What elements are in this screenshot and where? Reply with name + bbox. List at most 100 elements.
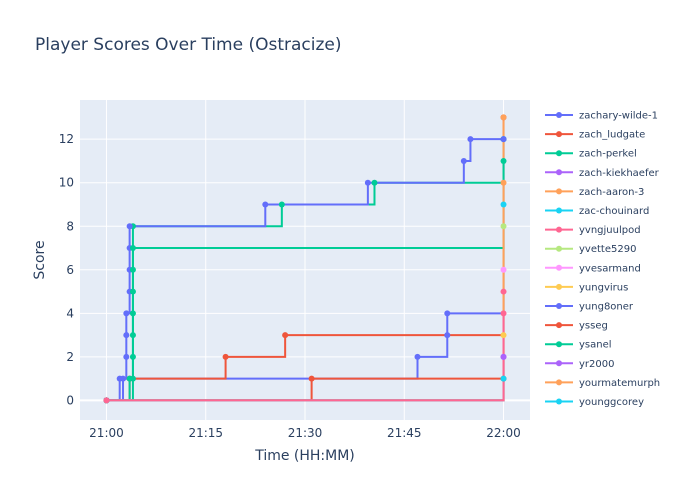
legend-marker <box>556 322 562 329</box>
legend-marker <box>556 188 562 195</box>
legend-item-zach-perkel[interactable]: zach-perkel <box>545 149 637 160</box>
legend-label: zachary-wilde-1 <box>579 111 658 122</box>
series-markers <box>103 114 507 404</box>
data-point-zachary-wilde-1 <box>444 332 451 339</box>
data-point-ysanel <box>129 266 136 273</box>
data-point-yr2000 <box>500 353 507 360</box>
legend-item-zach-kiekhaefer[interactable]: zach-kiekhaefer <box>545 168 660 179</box>
data-point-ysanel <box>129 332 136 339</box>
data-point-younggcorey <box>500 375 507 382</box>
legend[interactable]: zachary-wilde-1 zach_ludgate zach-perkel za… <box>545 111 660 409</box>
data-point-yvette5290 <box>500 223 507 230</box>
data-point-ysseg <box>308 375 315 382</box>
legend-item-yourmatemurph[interactable]: yourmatemurph <box>545 378 660 389</box>
series-line-zachary-wilde-1 <box>106 139 505 402</box>
legend-item-zachary-wilde-1[interactable]: zachary-wilde-1 <box>545 111 658 122</box>
data-point-ysanel <box>129 310 136 317</box>
data-point-yung8oner <box>364 179 371 186</box>
y-tick-label: 4 <box>66 306 74 320</box>
x-tick-label: 21:45 <box>387 426 422 440</box>
data-point-ysanel <box>129 245 136 252</box>
legend-marker <box>556 379 562 386</box>
legend-marker <box>556 226 562 233</box>
data-point-ysanel <box>129 288 136 295</box>
legend-label: ysseg <box>579 321 608 332</box>
data-point-yung8oner <box>467 136 474 143</box>
legend-item-yvesarmand[interactable]: yvesarmand <box>545 263 641 274</box>
legend-marker <box>556 341 562 348</box>
data-point-zachary-wilde-1 <box>414 353 421 360</box>
legend-marker <box>556 264 562 271</box>
data-point-yung8oner <box>262 201 269 208</box>
legend-marker <box>556 303 562 309</box>
legend-item-yvngjuulpod[interactable]: yvngjuulpod <box>545 225 641 236</box>
legend-marker <box>556 283 562 290</box>
data-point-yung8oner <box>120 375 127 382</box>
legend-item-yvette5290[interactable]: yvette5290 <box>545 244 636 255</box>
data-point-yourmatemurph <box>500 179 507 186</box>
data-point-zach-perkel <box>278 201 285 208</box>
legend-label: ysanel <box>579 340 612 351</box>
legend-marker <box>556 169 562 176</box>
y-tick-label: 8 <box>66 219 74 233</box>
legend-label: yungvirus <box>579 282 628 293</box>
chart-title: Player Scores Over Time (Ostracize) <box>35 35 342 55</box>
legend-item-ysanel[interactable]: ysanel <box>545 340 612 351</box>
legend-label: yvesarmand <box>579 263 641 274</box>
data-point-zachary-wilde-1 <box>444 310 451 317</box>
y-tick-label: 10 <box>59 176 74 190</box>
legend-label: zach-kiekhaefer <box>579 168 660 179</box>
data-point-yung8oner <box>460 157 467 164</box>
data-point-zac-chouinard <box>500 201 507 208</box>
data-point-zach_ludgate <box>282 332 289 339</box>
data-point-yungvirus <box>500 332 507 339</box>
data-point-zach_ludgate <box>222 353 229 360</box>
y-tick-label: 2 <box>66 350 74 364</box>
legend-label: yvette5290 <box>579 244 636 255</box>
series-line-ysanel <box>106 160 505 402</box>
data-point-yvesarmand <box>500 266 507 273</box>
legend-label: yourmatemurph <box>579 378 660 389</box>
legend-label: yr2000 <box>579 359 614 370</box>
legend-item-yungvirus[interactable]: yungvirus <box>545 282 628 293</box>
data-point-youngarkofficial <box>103 397 110 404</box>
legend-marker <box>556 360 562 367</box>
legend-item-zach-aaron-3[interactable]: zach-aaron-3 <box>545 187 644 198</box>
legend-item-yr2000[interactable]: yr2000 <box>545 359 614 370</box>
data-point-zach-perkel <box>129 353 136 360</box>
data-point-zach-perkel <box>371 179 378 186</box>
data-point-yung8oner <box>123 353 130 360</box>
data-point-ysanel <box>500 157 507 164</box>
data-point-yvngjuulpod <box>500 288 507 295</box>
data-point-yung8oner <box>123 332 130 339</box>
y-axis-ticks: 0 2 4 6 8 10 12 <box>59 132 74 407</box>
legend-item-zach_ludgate[interactable]: zach_ludgate <box>545 130 645 141</box>
y-tick-label: 12 <box>59 132 74 146</box>
x-tick-label: 21:30 <box>288 426 323 440</box>
legend-label: zach_ludgate <box>579 130 645 141</box>
y-tick-label: 0 <box>66 393 74 407</box>
x-tick-label: 22:00 <box>486 426 521 440</box>
data-point-youngarkofficial <box>500 310 507 317</box>
legend-item-ysseg[interactable]: ysseg <box>545 321 608 332</box>
data-point-ysanel <box>129 375 136 382</box>
x-tick-label: 21:00 <box>89 426 124 440</box>
legend-item-younggcorey[interactable]: younggcorey <box>545 397 644 408</box>
y-axis-title: Score <box>32 240 48 279</box>
legend-marker <box>556 207 562 214</box>
legend-label: zach-aaron-3 <box>579 187 644 198</box>
legend-marker <box>556 150 562 157</box>
x-axis-ticks: 21:00 21:15 21:30 21:45 22:00 <box>89 426 521 440</box>
legend-item-zac-chouinard[interactable]: zac-chouinard <box>545 206 649 217</box>
legend-label: younggcorey <box>579 397 644 408</box>
legend-marker <box>556 112 562 118</box>
y-tick-label: 6 <box>66 263 74 277</box>
series-line-youngarkofficial <box>106 313 505 402</box>
x-axis-title: Time (HH:MM) <box>254 448 355 464</box>
legend-marker <box>556 398 562 405</box>
legend-label: zac-chouinard <box>579 206 649 217</box>
legend-marker <box>556 245 562 252</box>
legend-item-yung8oner[interactable]: yung8oner <box>545 302 634 313</box>
data-point-zach-aaron-3 <box>500 114 507 121</box>
